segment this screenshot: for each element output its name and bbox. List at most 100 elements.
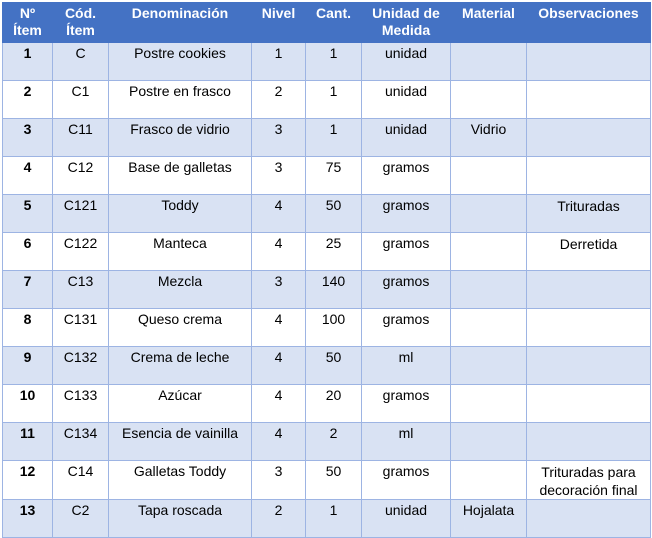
- table-row: 13 C2 Tapa roscada 2 1 unidad Hojalata: [2, 499, 651, 538]
- cell-unidad: ml: [361, 422, 451, 461]
- cell-material: [450, 384, 527, 423]
- header-unidad: Unidad de Medida: [361, 2, 451, 43]
- cell-nivel: 4: [251, 194, 306, 233]
- cell-material: [450, 80, 527, 119]
- cell-denominacion: Galletas Toddy: [108, 460, 252, 500]
- header-observaciones: Observaciones: [526, 2, 651, 43]
- cell-num: 13: [2, 499, 53, 538]
- cell-cod: C121: [52, 194, 109, 233]
- cell-nivel: 4: [251, 422, 306, 461]
- cell-cant: 1: [305, 80, 362, 119]
- cell-observaciones: [526, 346, 651, 385]
- table-row: 7 C13 Mezcla 3 140 gramos: [2, 270, 651, 309]
- cell-material: [450, 42, 527, 81]
- cell-observaciones: [526, 156, 651, 195]
- cell-denominacion: Crema de leche: [108, 346, 252, 385]
- cell-unidad: gramos: [361, 460, 451, 500]
- cell-unidad: gramos: [361, 308, 451, 347]
- cell-cod: C13: [52, 270, 109, 309]
- cell-nivel: 4: [251, 384, 306, 423]
- cell-cant: 75: [305, 156, 362, 195]
- cell-denominacion: Tapa roscada: [108, 499, 252, 538]
- cell-denominacion: Base de galletas: [108, 156, 252, 195]
- header-denominacion: Denominación: [108, 2, 252, 43]
- cell-unidad: gramos: [361, 156, 451, 195]
- cell-num: 12: [2, 460, 53, 500]
- cell-num: 5: [2, 194, 53, 233]
- cell-num: 10: [2, 384, 53, 423]
- table-row: 2 C1 Postre en frasco 2 1 unidad: [2, 80, 651, 119]
- cell-denominacion: Postre en frasco: [108, 80, 252, 119]
- cell-observaciones: Trituradas para decoración final: [526, 460, 651, 500]
- cell-material: [450, 232, 527, 271]
- header-cod: Cód. Ítem: [52, 2, 109, 43]
- table-body: 1 C Postre cookies 1 1 unidad 2 C1 Postr…: [2, 42, 651, 538]
- cell-nivel: 3: [251, 156, 306, 195]
- cell-material: [450, 194, 527, 233]
- cell-cant: 1: [305, 118, 362, 157]
- cell-observaciones: [526, 384, 651, 423]
- cell-denominacion: Manteca: [108, 232, 252, 271]
- cell-material: [450, 270, 527, 309]
- cell-cant: 1: [305, 42, 362, 81]
- cell-denominacion: Frasco de vidrio: [108, 118, 252, 157]
- cell-denominacion: Toddy: [108, 194, 252, 233]
- table-row: 9 C132 Crema de leche 4 50 ml: [2, 346, 651, 385]
- header-nivel: Nivel: [251, 2, 306, 43]
- cell-num: 11: [2, 422, 53, 461]
- cell-unidad: unidad: [361, 42, 451, 81]
- cell-num: 9: [2, 346, 53, 385]
- cell-observaciones: Derretida: [526, 232, 651, 271]
- header-num: Nº Ítem: [2, 2, 53, 43]
- cell-material: [450, 346, 527, 385]
- cell-nivel: 3: [251, 460, 306, 500]
- cell-cant: 20: [305, 384, 362, 423]
- cell-nivel: 4: [251, 308, 306, 347]
- cell-cant: 50: [305, 194, 362, 233]
- cell-cod: C131: [52, 308, 109, 347]
- table-row: 10 C133 Azúcar 4 20 gramos: [2, 384, 651, 423]
- table-row: 5 C121 Toddy 4 50 gramos Trituradas: [2, 194, 651, 233]
- table-header: Nº Ítem Cód. Ítem Denominación Nivel Can…: [2, 2, 651, 43]
- cell-observaciones: [526, 499, 651, 538]
- cell-denominacion: Queso crema: [108, 308, 252, 347]
- table-row: 11 C134 Esencia de vainilla 4 2 ml: [2, 422, 651, 461]
- cell-num: 7: [2, 270, 53, 309]
- cell-observaciones: [526, 118, 651, 157]
- cell-denominacion: Azúcar: [108, 384, 252, 423]
- cell-unidad: gramos: [361, 194, 451, 233]
- cell-nivel: 4: [251, 346, 306, 385]
- cell-unidad: gramos: [361, 384, 451, 423]
- cell-material: [450, 156, 527, 195]
- cell-observaciones: [526, 422, 651, 461]
- table-row: 3 C11 Frasco de vidrio 3 1 unidad Vidrio: [2, 118, 651, 157]
- table-row: 6 C122 Manteca 4 25 gramos Derretida: [2, 232, 651, 271]
- cell-observaciones: [526, 42, 651, 81]
- cell-observaciones: Trituradas: [526, 194, 651, 233]
- header-material: Material: [450, 2, 527, 43]
- cell-cant: 140: [305, 270, 362, 309]
- cell-unidad: unidad: [361, 118, 451, 157]
- cell-num: 1: [2, 42, 53, 81]
- cell-cod: C12: [52, 156, 109, 195]
- cell-material: Hojalata: [450, 499, 527, 538]
- cell-denominacion: Esencia de vainilla: [108, 422, 252, 461]
- cell-observaciones: [526, 270, 651, 309]
- cell-unidad: unidad: [361, 499, 451, 538]
- cell-cod: C2: [52, 499, 109, 538]
- cell-cod: C1: [52, 80, 109, 119]
- cell-cant: 25: [305, 232, 362, 271]
- header-row: Nº Ítem Cód. Ítem Denominación Nivel Can…: [2, 2, 651, 43]
- cell-unidad: gramos: [361, 232, 451, 271]
- cell-cant: 100: [305, 308, 362, 347]
- cell-denominacion: Mezcla: [108, 270, 252, 309]
- header-cant: Cant.: [305, 2, 362, 43]
- cell-cod: C: [52, 42, 109, 81]
- cell-cant: 1: [305, 499, 362, 538]
- cell-material: [450, 460, 527, 500]
- cell-denominacion: Postre cookies: [108, 42, 252, 81]
- cell-nivel: 2: [251, 80, 306, 119]
- table-row: 1 C Postre cookies 1 1 unidad: [2, 42, 651, 81]
